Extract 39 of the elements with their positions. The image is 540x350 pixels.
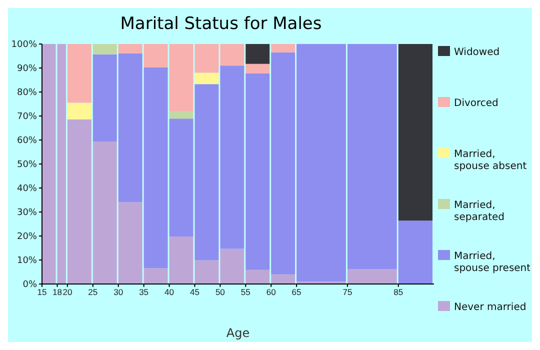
y-tick-label: 40% xyxy=(16,184,38,194)
x-tick-label: 55 xyxy=(240,287,251,298)
legend-label: Married, separated xyxy=(454,200,504,223)
y-tick-label: 90% xyxy=(16,64,38,74)
bar xyxy=(271,44,296,52)
legend-label: Married, spouse absent xyxy=(454,149,527,172)
y-tick-label: 0% xyxy=(22,280,38,290)
x-tick-label: 75 xyxy=(342,287,352,298)
x-tick-label: 65 xyxy=(292,287,302,298)
bar xyxy=(169,110,194,119)
y-tick-label: 30% xyxy=(16,208,38,218)
chart-title: Marital Status for Males xyxy=(119,14,323,34)
legend-label: Divorced xyxy=(454,98,498,109)
x-tick-label: 18 xyxy=(52,287,62,298)
x-tick-label: 60 xyxy=(266,287,276,298)
legend-label: Widowed xyxy=(454,47,500,58)
x-tick-label: 20 xyxy=(62,287,72,298)
legend-label: Never married xyxy=(454,302,526,313)
y-tick-label: 10% xyxy=(16,256,38,266)
bar xyxy=(92,44,117,54)
x-axis-title: Age xyxy=(225,326,251,340)
x-tick-label: 85 xyxy=(394,287,404,298)
x-tick-label: 40 xyxy=(164,287,174,298)
bar xyxy=(67,102,92,120)
y-tick-label: 70% xyxy=(16,112,38,122)
y-tick-label: 50% xyxy=(16,160,38,170)
x-tick-label: 15 xyxy=(37,287,47,298)
x-tick-label: 35 xyxy=(139,287,149,298)
x-tick-label: 25 xyxy=(88,287,98,298)
y-tick-label: 80% xyxy=(16,88,38,98)
x-tick-label: 30 xyxy=(114,287,124,298)
y-tick-label: 100% xyxy=(11,40,38,50)
bar xyxy=(194,72,219,84)
bar xyxy=(67,44,92,103)
legend-label: Married, spouse present xyxy=(454,251,531,274)
y-tick-label: 20% xyxy=(16,232,38,242)
x-tick-label: 45 xyxy=(190,287,200,298)
x-tick-label: 50 xyxy=(215,287,226,298)
y-tick-label: 60% xyxy=(16,136,38,146)
